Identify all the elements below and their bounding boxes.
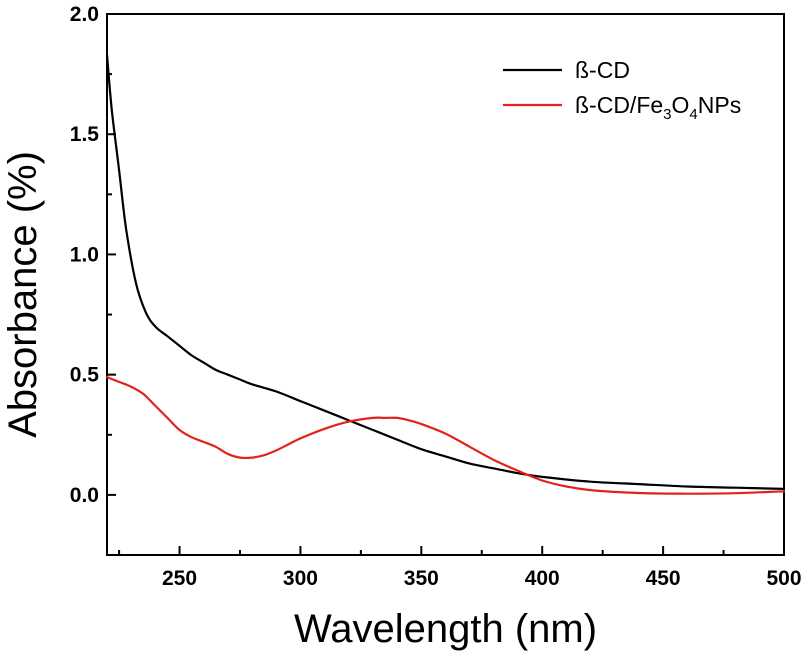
- x-axis: 250 300 350 400 450 500: [118, 546, 802, 590]
- legend-label-part: ß-CD/Fe: [575, 92, 663, 118]
- legend-label: ß-CD: [575, 57, 630, 83]
- legend-label-subscript: 4: [689, 106, 697, 123]
- x-axis-title: Wavelength (nm): [294, 607, 597, 651]
- x-tick-label: 500: [766, 567, 801, 590]
- legend-label-subscript: 3: [663, 106, 671, 123]
- y-tick-label: 0.5: [70, 364, 100, 387]
- legend-label-part: NPs: [698, 92, 741, 118]
- x-tick-label: 450: [646, 567, 681, 590]
- series-lines: [105, 53, 786, 495]
- legend-label-part: O: [672, 92, 690, 118]
- legend: ß-CD ß-CD/Fe3O4NPs: [503, 57, 741, 123]
- series-line-0: [105, 53, 786, 490]
- x-tick-label: 400: [525, 567, 560, 590]
- y-axis: 0.0 0.5 1.0 1.5 2.0: [70, 3, 116, 556]
- y-tick-label: 1.5: [70, 123, 100, 146]
- legend-label: ß-CD/Fe3O4NPs: [575, 92, 741, 123]
- y-tick-label: 0.0: [70, 484, 99, 507]
- series-line-1: [105, 376, 786, 495]
- x-tick-label: 350: [404, 567, 439, 590]
- y-tick-label: 1.0: [70, 243, 99, 266]
- x-tick-label: 300: [283, 567, 318, 590]
- legend-label-part: ß-CD: [575, 57, 630, 83]
- plot-frame: [106, 13, 785, 556]
- y-axis-title: Absorbance (%): [1, 151, 45, 438]
- plot-area: [106, 13, 785, 556]
- x-tick-label: 250: [162, 567, 197, 590]
- y-tick-label: 2.0: [70, 3, 99, 26]
